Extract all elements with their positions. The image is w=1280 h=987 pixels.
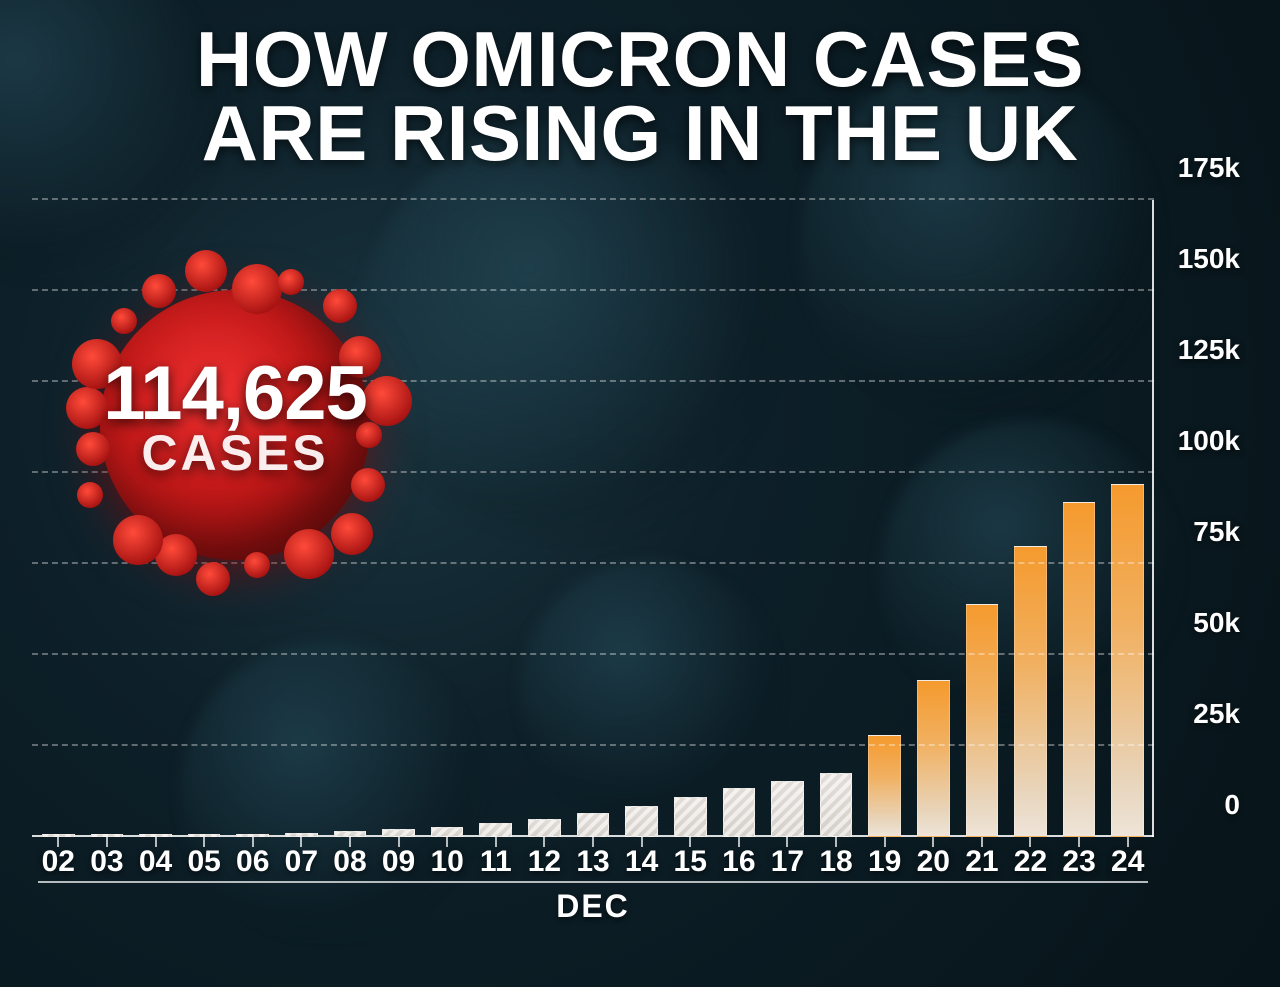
x-tick-label: 22 xyxy=(1010,845,1051,879)
gridline xyxy=(32,744,1154,746)
bar xyxy=(917,680,950,837)
virus-spike-icon xyxy=(196,562,230,596)
bar xyxy=(723,788,756,837)
y-tick-label: 150k xyxy=(1178,243,1240,275)
x-tick-label: 14 xyxy=(621,845,662,879)
x-tick-label: 08 xyxy=(330,845,371,879)
virus-spike-icon xyxy=(142,274,176,308)
x-labels-underline xyxy=(38,881,1148,883)
bar-slot xyxy=(1010,200,1051,837)
virus-spike-icon xyxy=(113,515,163,565)
chart-title-line2: ARE RISING IN THE UK xyxy=(0,96,1280,170)
x-tick-label: 05 xyxy=(184,845,225,879)
x-tick-label: 06 xyxy=(232,845,273,879)
x-tick-label: 11 xyxy=(475,845,516,879)
y-tick-label: 0 xyxy=(1224,789,1240,821)
cases-callout: 114,625 CASES xyxy=(60,250,410,600)
virus-spike-icon xyxy=(185,250,227,292)
virus-spike-icon xyxy=(323,289,357,323)
x-tick-label: 03 xyxy=(87,845,128,879)
bar xyxy=(382,829,415,837)
bar xyxy=(431,827,464,837)
bar xyxy=(528,819,561,837)
x-tick-label: 21 xyxy=(962,845,1003,879)
bar-slot xyxy=(816,200,857,837)
bar-slot xyxy=(864,200,905,837)
bar xyxy=(1014,546,1047,837)
x-tick-label: 20 xyxy=(913,845,954,879)
bar xyxy=(577,813,610,837)
bar-slot xyxy=(1107,200,1148,837)
bar xyxy=(1111,484,1144,837)
y-tick-label: 100k xyxy=(1178,425,1240,457)
bar-slot xyxy=(670,200,711,837)
virus-spike-icon xyxy=(278,269,304,295)
bar xyxy=(479,823,512,837)
virus-spike-icon xyxy=(331,513,373,555)
bar-slot xyxy=(767,200,808,837)
x-tick-label: 19 xyxy=(864,845,905,879)
y-tick-label: 75k xyxy=(1193,516,1240,548)
callout-label: CASES xyxy=(60,424,410,482)
x-tick-label: 04 xyxy=(135,845,176,879)
bar-slot xyxy=(427,200,468,837)
virus-spike-icon xyxy=(284,529,334,579)
y-tick-label: 125k xyxy=(1178,334,1240,366)
bar xyxy=(820,773,853,837)
bar xyxy=(966,604,999,837)
y-tick-label: 25k xyxy=(1193,698,1240,730)
bar xyxy=(771,781,804,837)
virus-spike-icon xyxy=(232,264,282,314)
bar-slot xyxy=(1059,200,1100,837)
x-tick-label: 09 xyxy=(378,845,419,879)
x-labels: 0203040506070809101112131415161718192021… xyxy=(38,845,1148,879)
x-tick-label: 17 xyxy=(767,845,808,879)
x-tick-label: 24 xyxy=(1107,845,1148,879)
virus-spike-icon xyxy=(77,482,103,508)
y-axis xyxy=(1152,200,1154,837)
gridline xyxy=(32,653,1154,655)
bar-slot xyxy=(573,200,614,837)
virus-spike-icon xyxy=(244,552,270,578)
bar xyxy=(674,797,707,837)
chart-title: HOW OMICRON CASES ARE RISING IN THE UK xyxy=(0,22,1280,170)
x-tick-label: 23 xyxy=(1059,845,1100,879)
x-tick-label: 15 xyxy=(670,845,711,879)
x-tick-label: 10 xyxy=(427,845,468,879)
bar-slot xyxy=(719,200,760,837)
bar-slot xyxy=(475,200,516,837)
x-tick-label: 07 xyxy=(281,845,322,879)
x-tick-label: 02 xyxy=(38,845,79,879)
bar-slot xyxy=(621,200,662,837)
x-tick-label: 16 xyxy=(719,845,760,879)
x-tick-label: 18 xyxy=(816,845,857,879)
x-axis-title: DEC xyxy=(32,888,1154,925)
gridline xyxy=(32,198,1154,200)
y-tick-label: 50k xyxy=(1193,607,1240,639)
callout-number: 114,625 xyxy=(60,360,410,428)
bar xyxy=(1063,502,1096,837)
x-tick-label: 12 xyxy=(524,845,565,879)
bar xyxy=(868,735,901,837)
bar-slot xyxy=(913,200,954,837)
virus-spike-icon xyxy=(111,308,137,334)
y-tick-label: 175k xyxy=(1178,152,1240,184)
bar-slot xyxy=(524,200,565,837)
x-tick-label: 13 xyxy=(573,845,614,879)
bar xyxy=(625,806,658,837)
bar-slot xyxy=(962,200,1003,837)
